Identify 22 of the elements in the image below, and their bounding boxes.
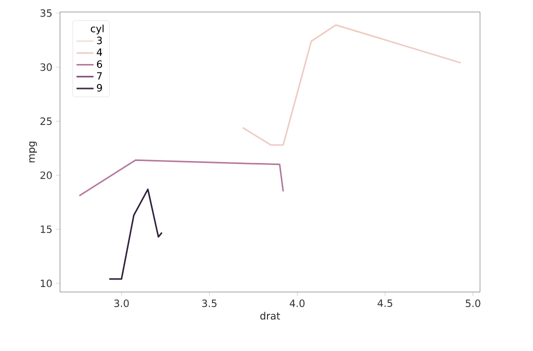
x-tick-label: 5.0 xyxy=(466,300,480,308)
x-tick-label: 3.0 xyxy=(114,300,129,308)
y-axis-title: mpg xyxy=(29,142,37,162)
legend-label: 3 xyxy=(97,36,102,44)
line-series xyxy=(78,159,284,197)
legend-label: 6 xyxy=(96,60,102,68)
y-tick-label: 25 xyxy=(40,117,52,125)
legend-title: cyl xyxy=(90,24,104,34)
x-tick-label: 3.5 xyxy=(202,300,216,308)
y-tick-label: 30 xyxy=(40,63,52,71)
legend-label: 9 xyxy=(96,84,102,92)
y-tick-label: 35 xyxy=(40,9,52,17)
legend-label: 4 xyxy=(96,48,102,56)
y-tick-label: 20 xyxy=(40,171,52,180)
line-series xyxy=(242,24,462,146)
y-tick-label: 10 xyxy=(40,280,52,288)
x-axis-title: drat xyxy=(260,312,280,320)
x-tick-label: 4.5 xyxy=(378,300,392,307)
legend-label: 7 xyxy=(97,72,102,80)
line-series xyxy=(108,188,163,280)
y-tick-label: 15 xyxy=(40,226,52,234)
x-tick-label: 4.0 xyxy=(290,300,305,308)
